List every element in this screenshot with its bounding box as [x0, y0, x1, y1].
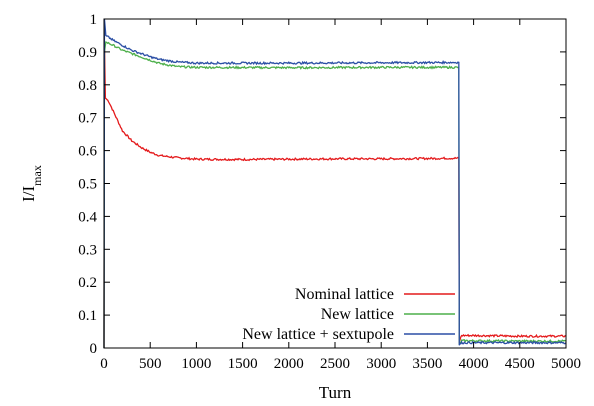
y-tick-label: 1 [90, 12, 98, 28]
legend: Nominal lattice New lattice New lattice + … [242, 286, 455, 343]
series-layer [103, 18, 567, 349]
x-tick-label: 4000 [459, 356, 489, 372]
y-tick-label: 0.6 [78, 144, 97, 160]
x-tick-label: 0 [100, 356, 108, 372]
x-tick-label: 4500 [505, 356, 535, 372]
x-tick-label: 1500 [228, 356, 258, 372]
x-axis-title: Turn [319, 383, 352, 402]
y-tick-label: 0.5 [78, 177, 97, 193]
series-line-2 [103, 41, 567, 349]
x-tick-label: 5000 [551, 356, 581, 372]
y-tick-label: 0.1 [78, 308, 97, 324]
y-tick-label: 0.4 [78, 209, 97, 225]
y-axis-title-base: I/I [19, 185, 38, 201]
ticks-layer: 0 500 1000 1500 2000 2500 3000 3500 4000 4500 5000… [78, 12, 581, 372]
series-line-3 [103, 18, 567, 349]
y-tick-label: 0.9 [78, 45, 97, 61]
y-tick-label: 0.8 [78, 78, 97, 94]
x-tick-label: 2500 [320, 356, 350, 372]
y-tick-label: 0.3 [78, 242, 97, 258]
legend-label-3: New lattice + sextupole [242, 326, 394, 343]
x-tick-label: 500 [139, 356, 162, 372]
legend-label-1: Nominal lattice [295, 286, 394, 303]
y-axis-title: I/Imax [19, 165, 44, 202]
x-tick-label: 3000 [366, 356, 396, 372]
y-tick-label: 0.7 [78, 111, 97, 127]
y-axis-title-sub: max [30, 165, 44, 186]
x-tick-label: 3500 [412, 356, 442, 372]
x-tick-label: 1000 [181, 356, 211, 372]
series-line-1 [103, 42, 567, 349]
legend-label-2: New lattice [321, 306, 394, 323]
x-tick-label: 2000 [274, 356, 304, 372]
y-tick-label: 0.2 [78, 275, 97, 291]
y-tick-label: 0 [90, 341, 98, 357]
